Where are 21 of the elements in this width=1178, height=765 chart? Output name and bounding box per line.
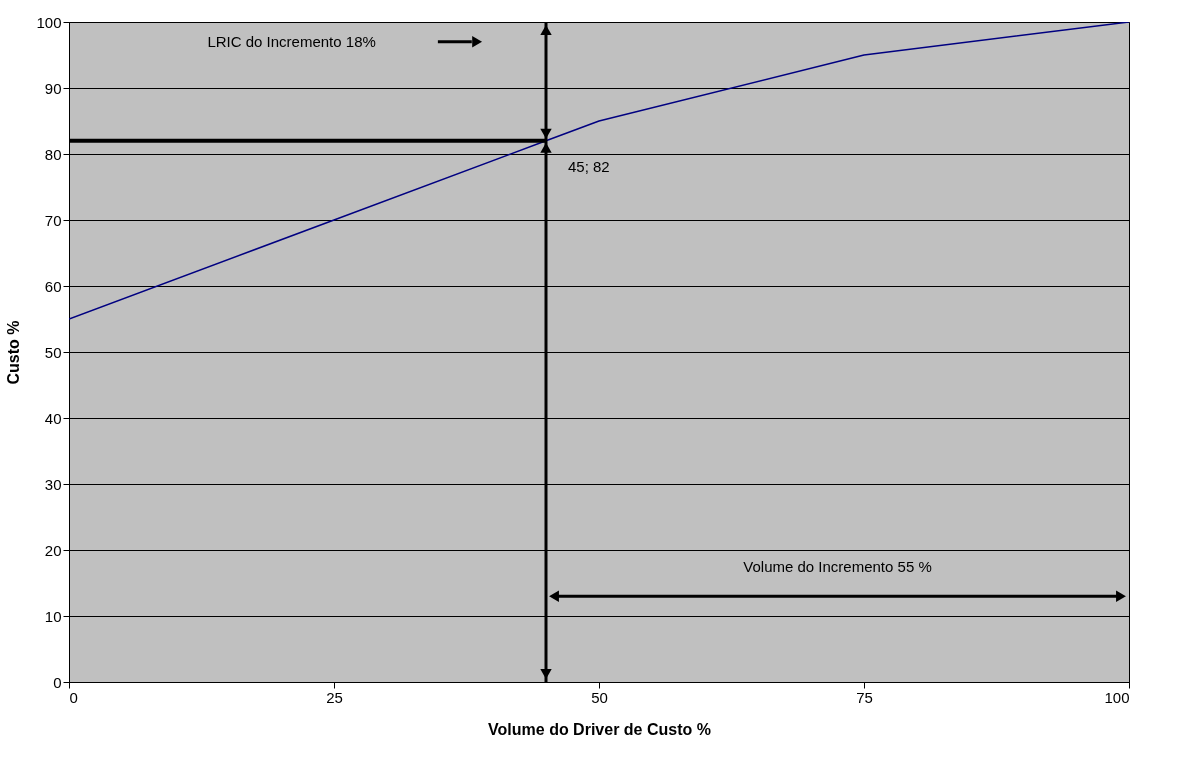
- y-tick-label: 50: [44, 343, 62, 361]
- y-tick-label: 70: [44, 211, 62, 229]
- annotation: LRIC do Incremento 18%: [207, 32, 376, 50]
- y-tick-label: 90: [44, 79, 62, 97]
- x-tick-label: 75: [856, 688, 873, 706]
- x-axis-title: Volume do Driver de Custo %: [488, 720, 711, 738]
- x-tick-label: 50: [591, 688, 608, 706]
- y-tick-label: 20: [44, 541, 62, 559]
- y-tick-label: 100: [36, 13, 62, 31]
- x-tick-label: 0: [69, 688, 78, 706]
- y-tick-label: 10: [44, 607, 62, 625]
- y-tick-label: 60: [44, 277, 62, 295]
- y-tick-label: 30: [44, 475, 62, 493]
- x-tick-label: 25: [326, 688, 343, 706]
- x-tick-label: 100: [1104, 688, 1130, 706]
- y-axis-title: Custo %: [5, 320, 23, 385]
- y-tick-label: 40: [44, 409, 62, 427]
- annotation: 45; 82: [568, 157, 610, 175]
- y-tick-label: 80: [44, 145, 62, 163]
- annotation: Volume do Incremento 55 %: [743, 557, 932, 575]
- y-tick-label: 0: [53, 673, 62, 691]
